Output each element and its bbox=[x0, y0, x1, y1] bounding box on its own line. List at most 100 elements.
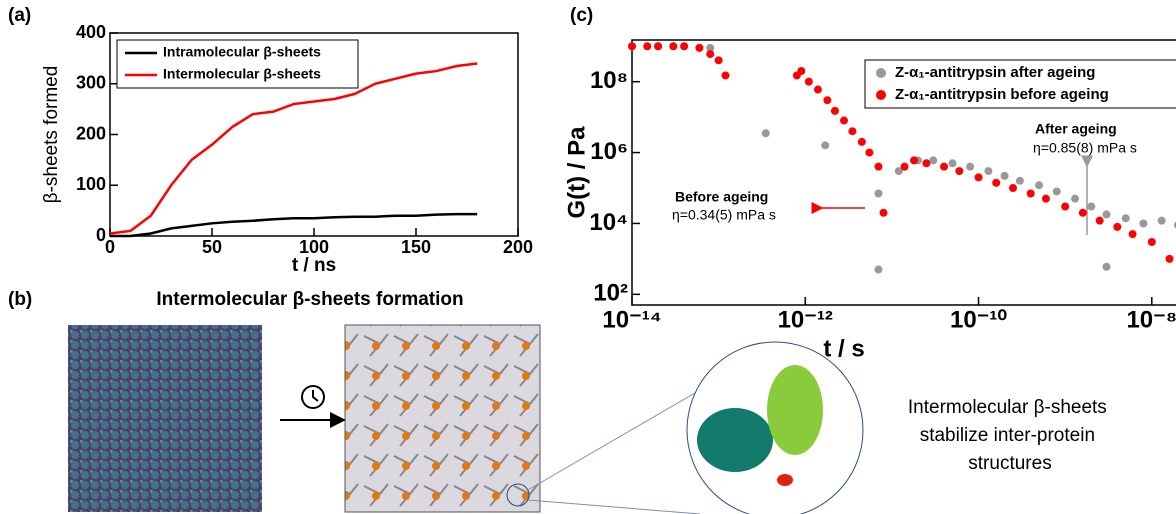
data-point bbox=[1087, 202, 1096, 211]
panel-label: (b) bbox=[8, 289, 32, 310]
protein bbox=[767, 365, 823, 455]
data-point bbox=[1071, 194, 1080, 203]
caption-line: Intermolecular β-sheets bbox=[908, 397, 1107, 418]
data-point bbox=[874, 265, 883, 274]
data-point bbox=[721, 71, 730, 80]
data-point bbox=[813, 85, 822, 94]
caption-line: stabilize inter-protein bbox=[920, 425, 1095, 446]
data-point bbox=[940, 162, 949, 171]
data-point bbox=[823, 96, 832, 105]
data-point bbox=[706, 43, 715, 52]
data-point bbox=[1041, 194, 1050, 203]
legend-swatch bbox=[876, 90, 886, 100]
data-point bbox=[1121, 214, 1130, 223]
annotation: After ageing bbox=[1035, 121, 1117, 137]
data-point bbox=[1157, 216, 1166, 225]
zoom-line bbox=[527, 499, 701, 514]
beta-sheet bbox=[777, 474, 793, 486]
data-point bbox=[1165, 254, 1174, 263]
y-tick-label: 10⁴ bbox=[589, 209, 628, 236]
simulation-texture bbox=[68, 325, 262, 512]
legend-swatch bbox=[876, 68, 886, 78]
y-tick-label: 300 bbox=[76, 73, 106, 93]
data-point bbox=[874, 189, 883, 198]
legend-label: Intramolecular β-sheets bbox=[163, 44, 321, 60]
data-point bbox=[1026, 189, 1035, 198]
legend-label: Z-α₁-antitrypsin before ageing bbox=[895, 86, 1109, 103]
annotation: η=0.85(8) mPa s bbox=[1033, 140, 1137, 156]
data-point bbox=[910, 156, 919, 165]
data-point bbox=[1000, 171, 1009, 180]
annotation: η=0.34(5) mPa s bbox=[672, 207, 776, 223]
data-point bbox=[1095, 216, 1104, 225]
legend-label: Intermolecular β-sheets bbox=[163, 66, 321, 82]
data-point bbox=[857, 137, 866, 146]
y-tick-label: 10² bbox=[593, 280, 628, 307]
data-point bbox=[1147, 237, 1156, 246]
data-point bbox=[1009, 184, 1018, 193]
protein bbox=[697, 408, 773, 472]
data-point bbox=[874, 162, 883, 171]
data-point bbox=[984, 167, 993, 176]
data-point bbox=[900, 162, 909, 171]
legend-label: Z-α₁-antitrypsin after ageing bbox=[895, 64, 1095, 81]
data-point bbox=[992, 178, 1001, 187]
zoom-circle bbox=[506, 483, 530, 507]
data-point bbox=[669, 42, 678, 51]
y-tick-label: 10⁸ bbox=[590, 67, 628, 94]
annotation: Before ageing bbox=[675, 189, 768, 205]
data-point bbox=[830, 106, 839, 115]
data-point bbox=[840, 116, 849, 125]
data-point bbox=[714, 56, 723, 65]
data-point bbox=[879, 208, 888, 217]
data-point bbox=[643, 42, 652, 51]
data-line bbox=[110, 212, 478, 238]
data-point bbox=[1015, 176, 1024, 185]
data-line bbox=[109, 62, 478, 235]
x-tick-label: 200 bbox=[503, 237, 533, 257]
y-axis-label: β-sheets formed bbox=[41, 66, 62, 204]
data-point bbox=[706, 50, 715, 59]
legend bbox=[864, 59, 1176, 109]
y-tick-label: 0 bbox=[96, 225, 106, 245]
y-tick-label: 200 bbox=[76, 123, 106, 143]
x-tick-label: 10⁻¹⁴ bbox=[602, 306, 661, 333]
zoom-line bbox=[527, 389, 701, 491]
panel-label: (a) bbox=[8, 5, 31, 26]
data-point bbox=[804, 77, 813, 86]
data-point bbox=[1078, 208, 1087, 217]
x-tick-label: 10⁻¹⁰ bbox=[950, 306, 1007, 333]
caption: Intermolecular β-sheets stabilize inter-… bbox=[908, 397, 1112, 474]
y-tick-label: 10⁶ bbox=[590, 138, 628, 165]
x-tick-label: 150 bbox=[401, 237, 431, 257]
data-point bbox=[695, 43, 704, 52]
x-tick-label: 0 bbox=[105, 237, 115, 257]
y-tick-label: 100 bbox=[76, 174, 106, 194]
data-point bbox=[821, 141, 830, 150]
data-point bbox=[680, 42, 689, 51]
caption-line: structures bbox=[968, 453, 1051, 474]
x-tick-label: 10⁻⁸ bbox=[1126, 306, 1176, 333]
y-tick-label: 400 bbox=[76, 22, 106, 42]
data-point bbox=[922, 159, 931, 168]
x-tick-label: 50 bbox=[202, 237, 222, 257]
data-point bbox=[1113, 222, 1122, 231]
clock-hands bbox=[312, 390, 319, 402]
x-tick-label: 10⁻¹² bbox=[778, 306, 833, 333]
data-point bbox=[865, 148, 874, 157]
plot-frame bbox=[631, 39, 1176, 306]
data-point bbox=[894, 167, 903, 176]
data-point bbox=[1061, 202, 1070, 211]
clock-icon bbox=[301, 385, 325, 409]
x-axis-label: t / s bbox=[823, 335, 864, 362]
data-point bbox=[1102, 210, 1111, 219]
data-point bbox=[761, 129, 770, 138]
data-point bbox=[966, 162, 975, 171]
data-point bbox=[797, 67, 806, 76]
simulation-image bbox=[344, 324, 541, 513]
data-point bbox=[654, 42, 663, 51]
data-point bbox=[1102, 262, 1111, 271]
data-point bbox=[974, 173, 983, 182]
data-point bbox=[929, 156, 938, 165]
